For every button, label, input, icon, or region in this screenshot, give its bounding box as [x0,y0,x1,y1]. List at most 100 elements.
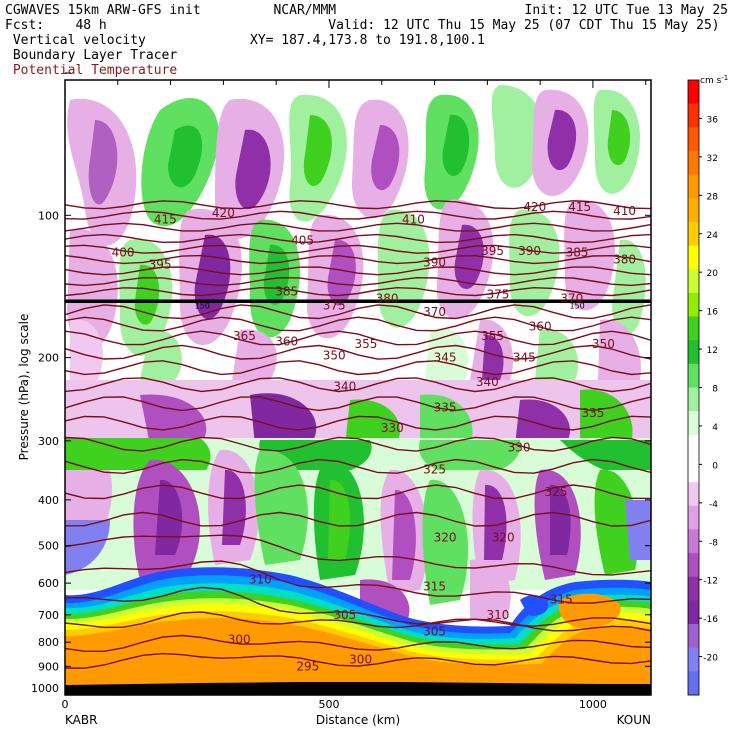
theta-contour-lines [65,200,651,669]
theta-label: 420 [523,200,546,214]
colorbar-swatch [688,434,699,459]
theta-label: 370 [560,292,583,306]
theta-contour [65,316,651,332]
colorbar-label: 20 [707,269,719,279]
theta-label: 310 [486,608,509,622]
theta-label: 310 [249,573,272,587]
colorbar-unit: cm s-1 [700,74,728,86]
fcst-label: Fcst: [5,18,45,33]
theta-label: 355 [354,337,377,351]
theta-label: 325 [545,485,568,499]
colorbar-swatch [688,411,699,436]
theta-contour [65,415,651,431]
colorbar-label: 16 [707,308,719,318]
theta-label: 330 [508,441,531,455]
colorbar-swatch [688,269,699,294]
theta-contour [65,266,651,276]
y-tick-label: 700 [38,609,59,622]
colorbar-swatch [688,103,699,128]
theta-label: 370 [423,305,446,319]
theta-label: 345 [513,351,536,365]
y-tick-label: 300 [38,435,59,448]
theta-contour [65,304,651,320]
colorbar-swatch [688,174,699,199]
theta-label: 395 [149,257,172,271]
colorbar-swatch [688,363,699,388]
theta-label: 300 [228,633,251,647]
theta-contour [65,286,651,297]
theta-contour [65,511,651,527]
theta-label: 390 [423,256,446,270]
y-tick-label: 400 [38,494,59,507]
theta-label: 405 [291,233,314,247]
theta-contour [65,344,651,360]
theta-label: 380 [376,292,399,306]
colorbar-label: 28 [707,192,719,202]
theta-label: 305 [423,625,446,639]
colorbar-swatch [688,647,699,672]
colorbar-swatch [688,221,699,247]
theta-label: 340 [476,375,499,389]
colorbar-swatch [688,245,699,270]
colorbar-label: 0 [712,461,718,471]
colorbar: 36 32 28 24 20 16 12 8 4 0 -4 -8 -12 -16 -20 [687,79,719,696]
theta-label: 320 [492,530,515,544]
theta-contour [65,436,651,452]
field-vertical-velocity: Vertical velocity [12,33,146,48]
colorbar-swatch [688,150,699,176]
center-label: NCAR/MMM [273,3,337,18]
colorbar-swatch [688,553,699,578]
theta-contour [65,611,651,629]
theta-contour [65,586,651,632]
colorbar-label: -8 [709,538,718,548]
left-endpoint-label: KABR [65,713,97,727]
colorbar-swatch [688,316,699,341]
theta-label: 375 [323,298,346,312]
x-axis-label: Distance (km) [316,713,400,727]
colorbar-swatch [688,387,699,412]
xy-range: XY= 187.4,173.8 to 191.8,100.1 [250,33,485,48]
model-line: CGWAVES 15km ARW-GFS init [5,3,201,18]
theta-contour [65,634,651,653]
theta-contour [65,233,651,244]
colorbar-label: 24 [707,231,719,241]
colorbar-swatch [688,505,699,530]
colorbar-label: -20 [703,654,718,664]
terrain [65,682,651,695]
y-tick-label: 500 [38,540,59,553]
x-tick-label: 1000 [579,698,607,711]
colorbar-swatch [688,458,699,483]
theta-contour [65,484,651,500]
theta-label: 330 [381,421,404,435]
theta-label: 410 [402,212,425,226]
plot-frame [64,79,652,696]
y-tick-label: 1000 [31,682,59,695]
theta-contour [65,360,651,376]
colorbar-swatch [688,624,699,649]
x-axis: 0 500 1000 [62,80,647,711]
velocity-field: 415 420 400 395 405 410 420 415 410 390 395 390 385 3… [65,80,651,695]
theta-label: 295 [296,659,319,673]
theta-label: 335 [434,400,457,414]
theta-contour [65,222,651,232]
theta-label: 340 [333,379,356,393]
valid-time: Valid: 12 UTC Thu 15 May 25 (07 CDT Thu … [328,18,720,33]
theta-label: 315 [423,580,446,594]
colorbar-swatch [688,600,699,625]
init-time: Init: 12 UTC Tue 13 May 25 [524,3,729,18]
theta-label: 380 [613,252,636,266]
colorbar-label: 36 [707,115,719,125]
theta-label: 415 [154,212,177,226]
theta-label: 345 [434,351,457,365]
theta-contour-labels: 415 420 400 395 405 410 420 415 410 390 395 390 385 3… [112,200,636,673]
theta-label: 375 [486,287,509,301]
y-axis-label: Pressure (hPa), log scale [17,314,31,461]
right-endpoint-label: KOUN [617,713,651,727]
theta-label: 355 [481,329,504,343]
y-axis: 100 200 300 400 500 600 700 800 900 1000 [31,72,651,695]
colorbar-swatch [688,576,699,601]
theta-contour [65,244,651,254]
colorbar-swatch [688,292,699,318]
colorbar-label: -16 [703,615,718,625]
